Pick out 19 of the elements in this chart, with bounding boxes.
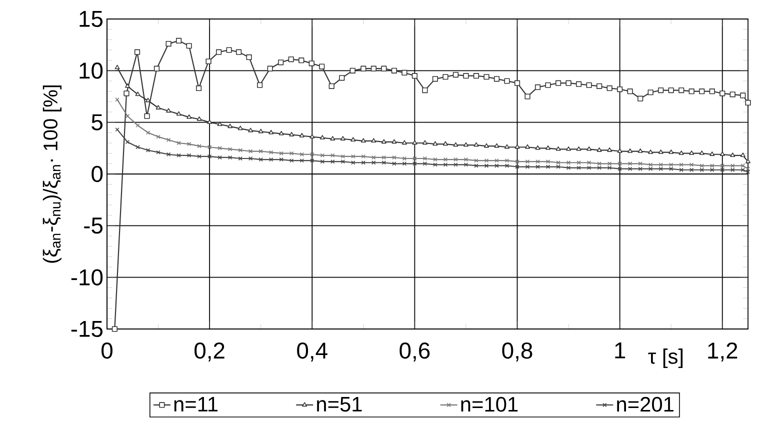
y-tick-label: 0 — [92, 166, 103, 182]
x-tick-label: 1 — [615, 342, 626, 358]
x-axis-title: τ [s] — [648, 348, 683, 368]
y-tick-label: 15 — [80, 11, 103, 27]
y-tick-label: -10 — [71, 269, 103, 286]
legend-label: n=201 — [617, 396, 674, 412]
x-tick-label: 0,6 — [400, 342, 430, 362]
x-tick-label: 0,4 — [297, 342, 328, 362]
x-tick-label: 0,8 — [502, 342, 532, 362]
y-tick-label: -15 — [71, 321, 103, 337]
legend-label: n=11 — [174, 397, 218, 412]
y-tick-label: -5 — [84, 218, 103, 234]
y-tick-label: 5 — [92, 114, 103, 130]
y-axis-title: (ξ$_{an}$-ξ$_{nu}$)/ξ$_{an}$· 100 [%] — [42, 85, 62, 263]
x-tick-label: 0,2 — [194, 342, 224, 362]
y-tick-label: 10 — [80, 62, 103, 79]
legend-label: n=101 — [461, 396, 518, 412]
x-tick-label: 1,2 — [708, 342, 738, 362]
legend-label: n=51 — [317, 397, 362, 412]
